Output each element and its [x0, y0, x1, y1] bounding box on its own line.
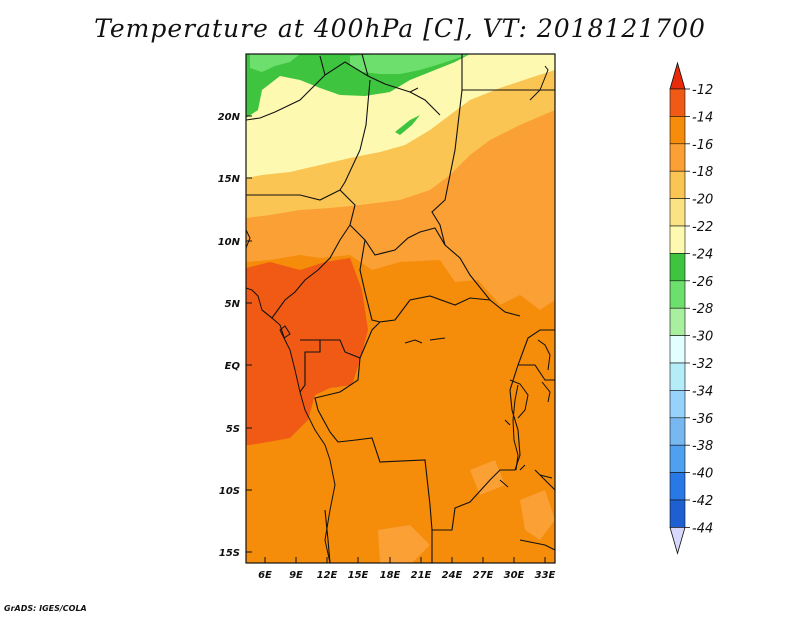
lon-label: 12E — [317, 570, 338, 581]
lon-label: 33E — [535, 570, 556, 581]
colorbar-label: -22 — [692, 220, 713, 235]
lon-label: 9E — [289, 570, 303, 581]
credit-text: GrADS: IGES/COLA — [4, 604, 87, 613]
colorbar-label: -16 — [692, 138, 713, 153]
colorbar-swatch — [669, 390, 686, 419]
lon-label: 15E — [348, 570, 369, 581]
lat-label: 10S — [219, 486, 240, 497]
colorbar-bottom-arrow — [669, 527, 686, 555]
colorbar-label: -34 — [692, 384, 713, 399]
map-frame — [245, 53, 556, 564]
temperature-field — [246, 54, 555, 563]
band-t-16-patch — [378, 460, 555, 563]
colorbar-swatch — [669, 499, 686, 528]
band-t-24 — [250, 54, 470, 74]
longitude-axis: 6E 9E 12E 15E 18E 21E 24E 27E 30E 33E — [258, 557, 556, 581]
colorbar-label: -26 — [692, 275, 713, 290]
lat-label: EQ — [225, 361, 241, 372]
lat-label: 10N — [218, 237, 241, 248]
colorbar-swatch — [669, 253, 686, 282]
coastline — [246, 65, 553, 563]
lat-label: 5S — [226, 424, 240, 435]
colorbar-label: -20 — [692, 193, 713, 208]
lon-label: 24E — [442, 570, 463, 581]
colorbar-label: -18 — [692, 165, 713, 180]
colorbar-label: -40 — [692, 467, 713, 482]
colorbar-swatch — [669, 472, 686, 501]
lat-label: 5N — [225, 299, 241, 310]
lon-label: 30E — [504, 570, 525, 581]
lat-label: 15S — [219, 548, 240, 559]
colorbar-swatch — [669, 225, 686, 254]
colorbar-swatch — [669, 280, 686, 309]
colorbar-swatch — [669, 170, 686, 199]
colorbar-label: -14 — [692, 110, 713, 125]
latitude-axis: 20N 15N 10N 5N EQ 5S 10S 15S — [218, 112, 252, 559]
colorbar-swatch — [669, 198, 686, 227]
colorbar-swatch — [669, 417, 686, 446]
colorbar: -12 -14 -16 -18 -20 -22 -24 -26 -28 -30 -32 -34 -36 -… — [669, 61, 713, 555]
lat-label: 15N — [218, 174, 241, 185]
country-borders — [246, 54, 555, 563]
colorbar-label: -44 — [692, 521, 713, 536]
colorbar-swatch — [669, 307, 686, 336]
colorbar-swatch — [669, 335, 686, 364]
colorbar-swatch — [669, 116, 686, 145]
colorbar-label: -12 — [692, 83, 713, 98]
chart-title: Temperature at 400hPa [C], VT: 201812170… — [94, 14, 706, 43]
lon-label: 6E — [258, 570, 272, 581]
colorbar-swatch — [669, 444, 686, 473]
colorbar-label: -28 — [692, 302, 713, 317]
colorbar-label: -38 — [692, 439, 713, 454]
colorbar-label: -24 — [692, 247, 713, 262]
lat-label: 20N — [218, 112, 241, 123]
lon-label: 21E — [411, 570, 432, 581]
colorbar-label: -42 — [692, 494, 713, 509]
colorbar-swatch — [669, 143, 686, 172]
colorbar-label: -32 — [692, 357, 713, 372]
lon-label: 27E — [473, 570, 494, 581]
colorbar-label: -30 — [692, 330, 713, 345]
colorbar-swatch — [669, 88, 686, 117]
colorbar-label: -36 — [692, 412, 713, 427]
lon-label: 18E — [380, 570, 401, 581]
band-t-22-patch — [395, 115, 420, 135]
colorbar-top-arrow — [669, 61, 686, 90]
colorbar-swatch — [669, 362, 686, 391]
